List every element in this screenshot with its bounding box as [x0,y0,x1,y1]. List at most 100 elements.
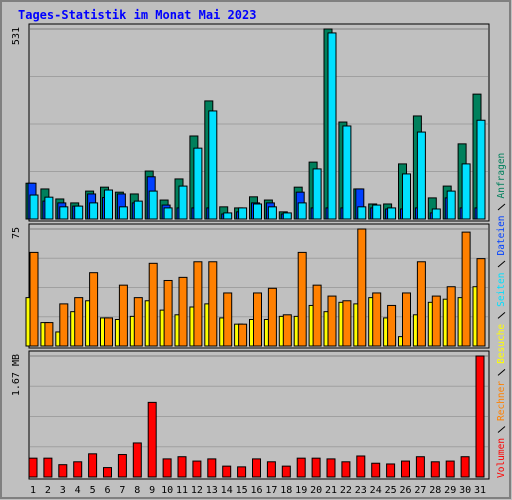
bar [356,455,366,478]
legend-entry: Volumen [496,438,507,478]
bar [104,317,113,347]
x-tick-label: 12 [191,485,203,496]
bar [163,207,173,220]
bar [327,295,337,347]
x-tick-label: 19 [295,485,307,496]
bar [73,461,83,478]
bar [178,276,188,347]
legend-entry: Dateien [496,215,507,255]
x-tick-label: 11 [176,485,188,496]
bar [416,131,426,220]
bar [446,286,456,347]
bar [118,284,128,347]
bar [43,457,53,478]
x-tick-label: 1 [30,485,36,496]
bar [74,297,84,347]
y-tick-label: 531 [11,27,22,45]
x-tick-label: 5 [90,485,96,496]
bar [460,456,470,478]
x-tick-label: 4 [75,485,81,496]
x-tick-label: 10 [161,485,173,496]
bar [59,206,69,220]
bar [387,207,397,220]
bar [342,300,352,347]
bar [44,322,54,347]
bar [148,190,158,220]
bar [133,297,143,347]
x-tick-label: 13 [206,485,218,496]
bar [238,207,248,220]
bar [222,465,232,478]
x-tick-label: 3 [60,485,66,496]
bar [476,258,486,347]
bar [132,442,142,478]
bar [431,295,441,347]
bar [117,454,127,478]
bar [74,205,84,220]
bar [253,292,262,347]
x-tick-label: 27 [414,485,426,496]
bar [223,212,233,220]
x-tick-label: 17 [265,485,277,496]
bar [133,200,143,220]
bar [29,194,39,220]
x-tick-label: 29 [444,485,456,496]
x-tick-label: 23 [355,485,367,496]
bar [342,125,352,220]
y-tick-label: 1.67 MB [11,354,22,396]
bar [103,467,112,478]
bar [446,190,456,220]
bar [28,457,38,478]
bar [372,204,382,220]
bar [266,461,276,478]
bar [357,206,367,220]
x-tick-label: 6 [104,485,110,496]
bar [341,461,351,478]
bar [326,458,336,478]
x-tick-label: 28 [429,485,441,496]
x-tick-label: 8 [134,485,140,496]
bar [386,463,396,478]
x-tick-label: 7 [119,485,125,496]
legend-entry: Seiten [496,273,507,307]
bar [402,173,411,220]
x-tick-label: 18 [280,485,292,496]
x-tick-label: 24 [370,485,382,496]
bar [44,196,54,220]
legend-separator [497,369,506,376]
x-tick-label: 30 [459,485,471,496]
bar [461,231,471,347]
x-tick-label: 9 [149,485,155,496]
x-tick-label: 31 [474,485,486,496]
x-tick-label: 25 [385,485,397,496]
bar [237,466,247,478]
bar [461,163,471,220]
bar [430,461,440,478]
bar [148,262,158,347]
bar [402,292,411,347]
bar [415,456,425,478]
bar [416,261,426,347]
bar [372,292,382,347]
bar [59,303,69,347]
bar [193,147,203,220]
legend-separator [497,426,506,433]
bar [267,287,277,347]
bar [296,457,306,478]
x-tick-label: 16 [250,485,262,496]
bar [297,202,307,220]
bar [192,460,202,478]
bar [476,119,486,220]
bar [267,206,277,220]
bar [89,202,99,220]
legend-separator [497,260,506,268]
bar [282,314,292,347]
x-tick-label: 15 [236,485,248,496]
x-tick-label: 20 [310,485,322,496]
bar [281,465,291,478]
bar [327,32,337,220]
y-tick-label: 75 [11,227,22,239]
bar [147,401,157,478]
